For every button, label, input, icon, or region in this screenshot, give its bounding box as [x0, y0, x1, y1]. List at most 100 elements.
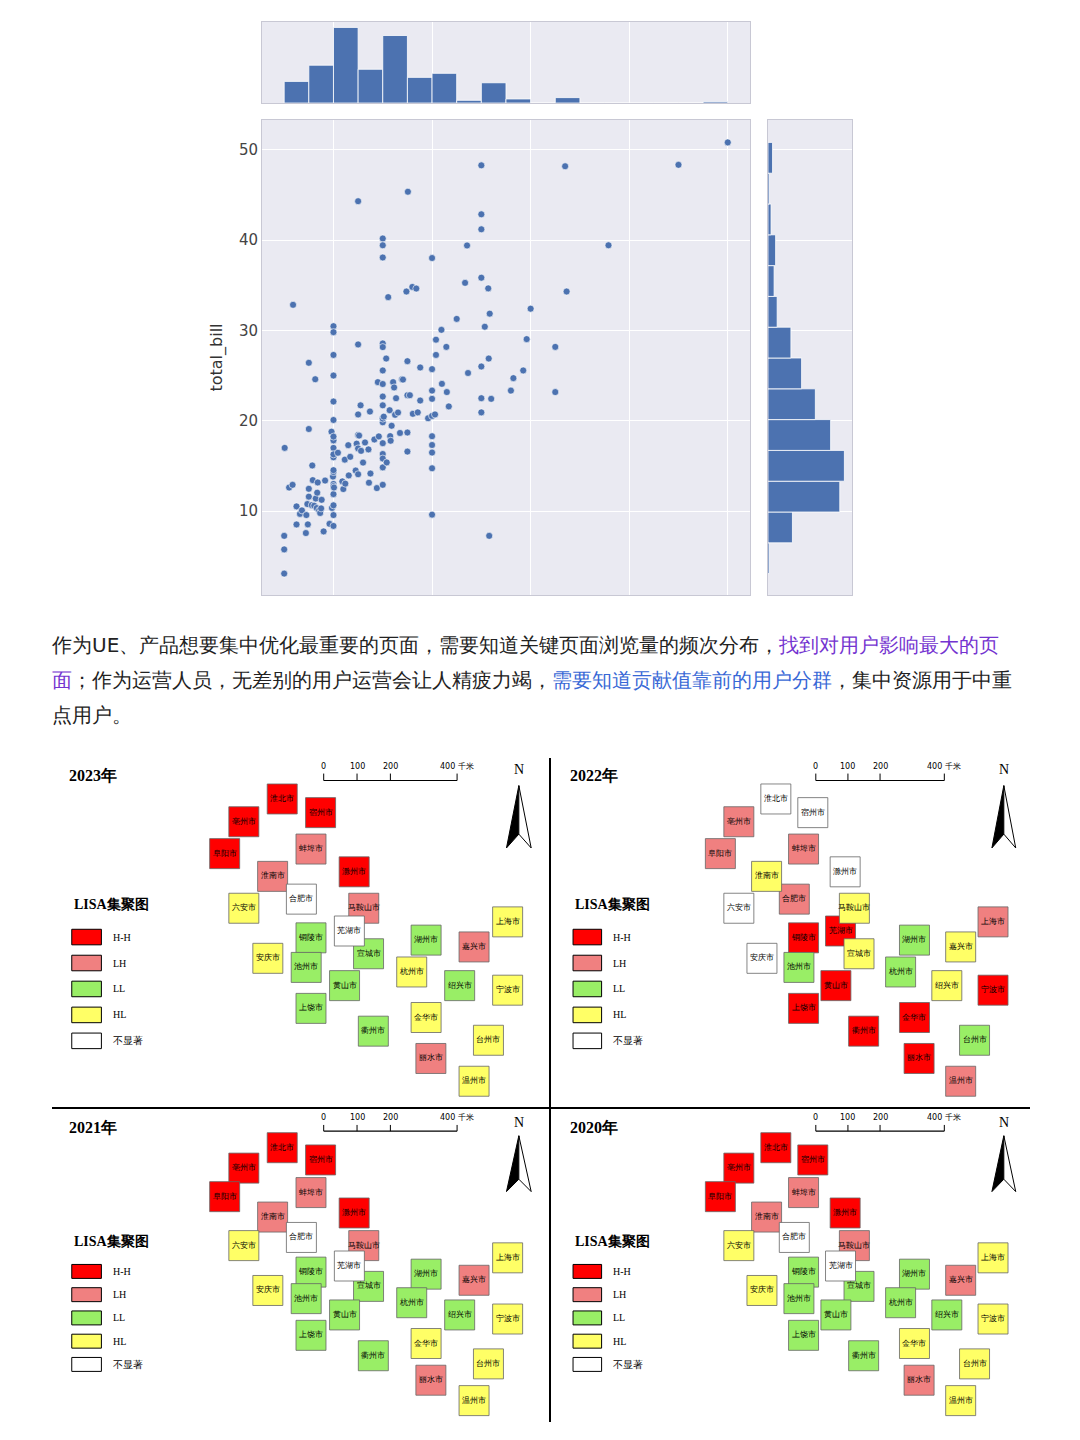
- svg-text:合肥市: 合肥市: [782, 894, 806, 903]
- svg-text:HL: HL: [613, 1336, 626, 1347]
- svg-text:淮北市: 淮北市: [270, 794, 294, 803]
- svg-text:2021年: 2021年: [69, 1119, 117, 1136]
- svg-text:LH: LH: [613, 1289, 626, 1300]
- svg-text:0: 0: [321, 762, 326, 771]
- svg-text:衢州市: 衢州市: [852, 1351, 876, 1360]
- svg-text:黄山市: 黄山市: [333, 1310, 357, 1319]
- svg-text:金华市: 金华市: [902, 1013, 926, 1022]
- svg-text:0: 0: [813, 1113, 818, 1122]
- svg-text:100: 100: [840, 762, 855, 771]
- svg-text:LISA集聚图: LISA集聚图: [74, 1234, 149, 1249]
- svg-text:宿州市: 宿州市: [801, 1155, 825, 1164]
- svg-text:2023年: 2023年: [69, 767, 117, 784]
- svg-text:温州市: 温州市: [462, 1076, 486, 1085]
- svg-text:阜阳市: 阜阳市: [708, 1192, 732, 1201]
- svg-text:蚌埠市: 蚌埠市: [299, 1188, 323, 1197]
- svg-text:不显著: 不显著: [113, 1035, 143, 1046]
- svg-text:H-H: H-H: [613, 932, 631, 943]
- svg-text:N: N: [999, 762, 1009, 777]
- svg-text:上饶市: 上饶市: [792, 1003, 816, 1012]
- svg-text:LH: LH: [113, 958, 126, 969]
- svg-text:淮北市: 淮北市: [764, 794, 788, 803]
- svg-text:N: N: [514, 762, 524, 777]
- svg-text:H-H: H-H: [613, 1266, 631, 1277]
- svg-text:芜湖市: 芜湖市: [337, 1261, 361, 1270]
- svg-text:阜阳市: 阜阳市: [213, 849, 237, 858]
- svg-text:滁州市: 滁州市: [342, 1208, 366, 1217]
- svg-text:H-H: H-H: [113, 932, 131, 943]
- svg-text:六安市: 六安市: [232, 1241, 256, 1250]
- svg-text:2022年: 2022年: [570, 767, 618, 784]
- svg-text:湖州市: 湖州市: [414, 1269, 438, 1278]
- svg-text:LISA集聚图: LISA集聚图: [575, 1234, 650, 1249]
- svg-text:温州市: 温州市: [462, 1396, 486, 1405]
- svg-text:铜陵市: 铜陵市: [791, 933, 816, 942]
- svg-text:池州市: 池州市: [787, 962, 811, 971]
- svg-text:400 千米: 400 千米: [440, 1113, 474, 1122]
- svg-text:杭州市: 杭州市: [888, 967, 913, 976]
- svg-text:合肥市: 合肥市: [782, 1232, 806, 1241]
- svg-text:合肥市: 合肥市: [289, 1232, 313, 1241]
- svg-text:蚌埠市: 蚌埠市: [792, 844, 816, 853]
- svg-text:上海市: 上海市: [496, 1253, 520, 1262]
- svg-text:宁波市: 宁波市: [496, 1314, 520, 1323]
- svg-text:金华市: 金华市: [414, 1013, 438, 1022]
- svg-text:衢州市: 衢州市: [852, 1026, 876, 1035]
- svg-text:HL: HL: [113, 1009, 126, 1020]
- svg-text:2020年: 2020年: [570, 1119, 618, 1136]
- svg-text:20: 20: [239, 412, 258, 430]
- svg-text:200: 200: [383, 762, 398, 771]
- svg-text:阜阳市: 阜阳市: [708, 849, 732, 858]
- svg-text:绍兴市: 绍兴市: [448, 1310, 472, 1319]
- svg-text:宁波市: 宁波市: [496, 985, 520, 994]
- svg-text:衢州市: 衢州市: [361, 1026, 385, 1035]
- svg-text:上海市: 上海市: [981, 917, 1005, 926]
- svg-text:不显著: 不显著: [613, 1359, 643, 1370]
- svg-text:LH: LH: [613, 958, 626, 969]
- svg-text:10: 10: [239, 502, 258, 520]
- svg-text:LL: LL: [113, 1312, 125, 1323]
- svg-text:total_bill: total_bill: [207, 323, 227, 391]
- svg-text:淮南市: 淮南市: [261, 871, 285, 880]
- svg-text:滁州市: 滁州市: [833, 1208, 857, 1217]
- svg-text:芜湖市: 芜湖市: [829, 926, 853, 935]
- svg-text:台州市: 台州市: [963, 1035, 987, 1044]
- svg-text:衢州市: 衢州市: [361, 1351, 385, 1360]
- svg-text:绍兴市: 绍兴市: [935, 981, 959, 990]
- svg-text:淮南市: 淮南市: [261, 1212, 285, 1221]
- svg-text:40: 40: [239, 231, 258, 249]
- svg-text:马鞍山市: 马鞍山市: [838, 903, 870, 912]
- svg-text:马鞍山市: 马鞍山市: [348, 903, 380, 912]
- svg-text:丽水市: 丽水市: [419, 1375, 443, 1384]
- svg-text:湖州市: 湖州市: [414, 935, 438, 944]
- svg-text:亳州市: 亳州市: [727, 1163, 751, 1172]
- svg-text:宣城市: 宣城市: [847, 1281, 871, 1290]
- svg-text:嘉兴市: 嘉兴市: [462, 942, 486, 951]
- svg-text:亳州市: 亳州市: [232, 1163, 256, 1172]
- svg-text:100: 100: [840, 1113, 855, 1122]
- svg-text:金华市: 金华市: [902, 1339, 926, 1348]
- svg-text:不显著: 不显著: [613, 1035, 643, 1046]
- svg-text:滁州市: 滁州市: [342, 867, 366, 876]
- svg-text:LL: LL: [113, 983, 125, 994]
- svg-text:温州市: 温州市: [949, 1076, 973, 1085]
- svg-text:湖州市: 湖州市: [902, 935, 926, 944]
- svg-text:宁波市: 宁波市: [981, 1314, 1005, 1323]
- svg-text:合肥市: 合肥市: [289, 894, 313, 903]
- svg-text:宿州市: 宿州市: [801, 808, 825, 817]
- svg-text:温州市: 温州市: [949, 1396, 973, 1405]
- svg-text:杭州市: 杭州市: [399, 1298, 424, 1307]
- svg-text:淮北市: 淮北市: [270, 1143, 294, 1152]
- svg-text:亳州市: 亳州市: [232, 817, 256, 826]
- svg-text:蚌埠市: 蚌埠市: [792, 1188, 816, 1197]
- svg-text:蚌埠市: 蚌埠市: [299, 844, 323, 853]
- svg-text:N: N: [999, 1115, 1009, 1130]
- svg-text:LL: LL: [613, 1312, 625, 1323]
- svg-text:安庆市: 安庆市: [256, 1285, 280, 1294]
- svg-text:200: 200: [383, 1113, 398, 1122]
- svg-text:湖州市: 湖州市: [902, 1269, 926, 1278]
- svg-text:上海市: 上海市: [496, 917, 520, 926]
- svg-text:嘉兴市: 嘉兴市: [949, 1275, 973, 1284]
- svg-text:杭州市: 杭州市: [399, 967, 424, 976]
- svg-text:上海市: 上海市: [981, 1253, 1005, 1262]
